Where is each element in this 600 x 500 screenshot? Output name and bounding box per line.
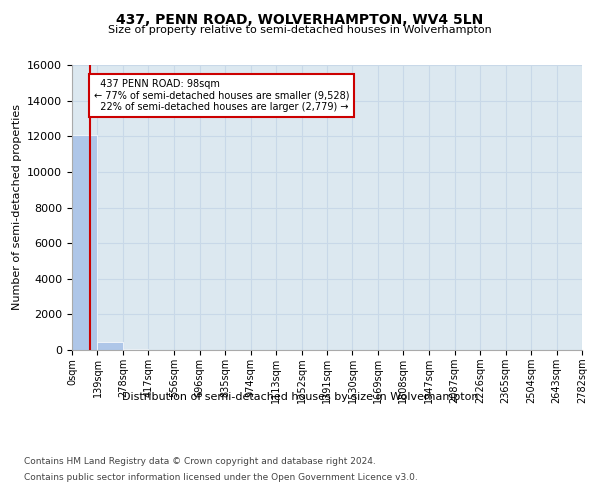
Y-axis label: Number of semi-detached properties: Number of semi-detached properties: [11, 104, 22, 310]
Text: Distribution of semi-detached houses by size in Wolverhampton: Distribution of semi-detached houses by …: [122, 392, 478, 402]
Text: 437 PENN ROAD: 98sqm
← 77% of semi-detached houses are smaller (9,528)
  22% of : 437 PENN ROAD: 98sqm ← 77% of semi-detac…: [94, 79, 349, 112]
Bar: [72, 136, 97, 350]
Text: Contains HM Land Registry data © Crown copyright and database right 2024.: Contains HM Land Registry data © Crown c…: [24, 458, 376, 466]
Text: Size of property relative to semi-detached houses in Wolverhampton: Size of property relative to semi-detach…: [108, 25, 492, 35]
Bar: [97, 342, 123, 350]
Text: Contains public sector information licensed under the Open Government Licence v3: Contains public sector information licen…: [24, 472, 418, 482]
Text: 437, PENN ROAD, WOLVERHAMPTON, WV4 5LN: 437, PENN ROAD, WOLVERHAMPTON, WV4 5LN: [116, 12, 484, 26]
